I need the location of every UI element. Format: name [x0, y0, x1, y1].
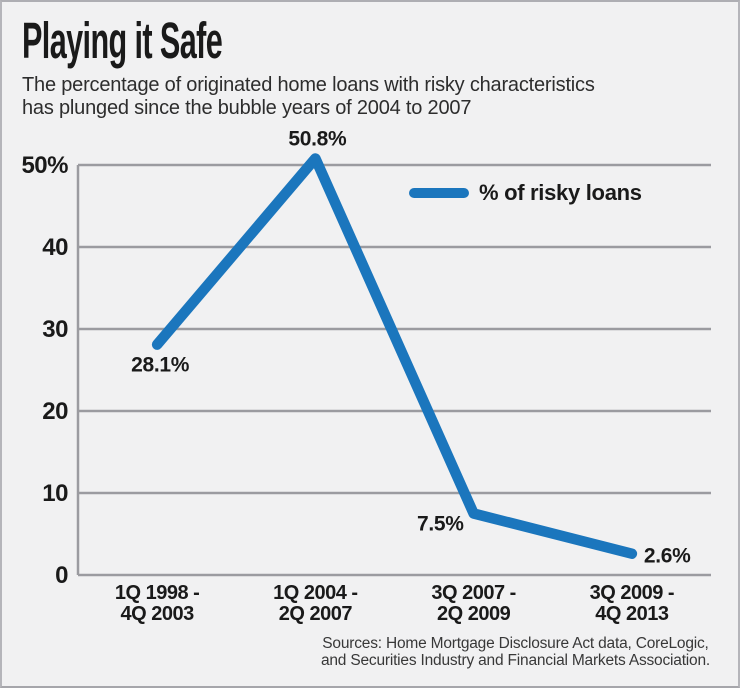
y-axis-tick-label: 0 [55, 562, 68, 589]
x-axis-tick-label: 3Q 2007 -2Q 2009 [431, 582, 515, 625]
x-axis-tick-label: 1Q 1998 -4Q 2003 [115, 582, 199, 625]
chart-legend: % of risky loans [409, 180, 642, 206]
x-axis-tick-label: 1Q 2004 -2Q 2007 [273, 582, 357, 625]
data-point-label: 7.5% [417, 513, 464, 536]
chart-subtitle: The percentage of originated home loans … [22, 74, 595, 119]
y-axis-tick-label: 50% [21, 152, 68, 179]
legend-line-swatch [409, 188, 469, 198]
page-title: Playing it Safe [22, 14, 356, 68]
x-axis-tick-label: 3Q 2009 -4Q 2013 [590, 582, 674, 625]
data-point-label: 50.8% [288, 127, 347, 150]
y-axis-tick-label: 10 [42, 480, 68, 507]
data-point-label: 2.6% [644, 545, 691, 568]
y-axis-tick-label: 40 [42, 234, 68, 261]
data-point-label: 28.1% [131, 354, 190, 377]
sources-note: Sources: Home Mortgage Disclosure Act da… [320, 635, 710, 669]
legend-label: % of risky loans [479, 180, 642, 205]
y-axis-tick-label: 30 [42, 316, 68, 343]
page-title-text: Playing it Safe [22, 12, 223, 69]
y-axis-tick-label: 20 [42, 398, 68, 425]
risky-loans-line [151, 153, 638, 559]
